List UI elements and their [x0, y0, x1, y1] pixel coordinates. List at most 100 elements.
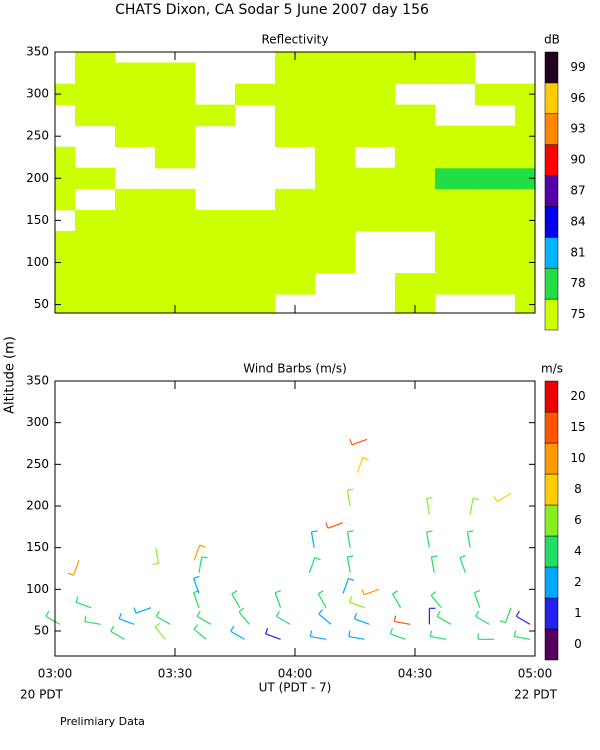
contour-cell — [514, 251, 536, 274]
contour-cell — [514, 167, 536, 190]
x-tick-label: 04:00 — [278, 667, 313, 681]
contour-cell — [114, 188, 156, 211]
contour-cell — [274, 188, 316, 211]
barb-feather — [325, 522, 329, 529]
barb-feather — [459, 555, 466, 559]
wind-barb — [390, 633, 406, 640]
contour-cell — [55, 273, 76, 295]
contour-cell — [274, 209, 316, 232]
contour-cell — [195, 230, 236, 253]
wind-barb — [198, 556, 203, 573]
contour-cell — [315, 209, 356, 232]
contour-cell — [274, 83, 316, 106]
y-tick-label: 300 — [26, 87, 49, 101]
wind-barb — [317, 593, 327, 608]
wind-barb — [110, 630, 125, 640]
contour-cell — [55, 83, 76, 106]
barb-feather — [311, 530, 318, 533]
contour-cell — [114, 104, 156, 127]
contour-cell — [154, 209, 196, 232]
wind-barb — [310, 635, 327, 640]
y-tick-label: 100 — [26, 255, 49, 269]
wind-barb — [274, 592, 282, 608]
page-title: CHATS Dixon, CA Sodar 5 June 2007 day 15… — [115, 2, 429, 18]
contour-cell — [354, 104, 396, 127]
wind-barb — [351, 438, 368, 446]
wind-barb — [154, 626, 166, 640]
wind-barb — [430, 635, 447, 640]
contour-cell — [114, 62, 156, 85]
contour-cell — [394, 167, 436, 190]
colorbar-box — [544, 267, 559, 300]
wind-barb — [84, 620, 101, 625]
wind-barb — [346, 556, 351, 573]
contour-cell — [394, 294, 436, 314]
wind-barb — [155, 547, 160, 564]
contour-cell — [154, 273, 196, 295]
contour-cell — [474, 83, 516, 106]
wind-barb — [327, 522, 344, 529]
wind-barb — [430, 595, 442, 609]
contour-cell — [435, 188, 476, 211]
contour-cell — [75, 294, 116, 314]
barb-feather — [493, 496, 498, 502]
colorbar-box — [544, 628, 559, 661]
contour-cell — [354, 125, 396, 148]
contour-cell — [114, 209, 156, 232]
contour-cell — [315, 104, 356, 127]
contour-cell — [315, 52, 356, 64]
contour-cell — [474, 125, 516, 148]
x-axis-label: UT (PDT - 7) — [259, 681, 332, 695]
contour-cell — [75, 167, 116, 190]
barb-feather — [196, 610, 201, 617]
colorbar-tick-label: 1 — [574, 606, 582, 620]
barb-feather — [314, 557, 321, 561]
contour-cell — [315, 188, 356, 211]
x-tick-label: 05:00 — [518, 667, 553, 681]
contour-cell — [394, 125, 436, 148]
contour-cell — [154, 294, 196, 314]
contour-cell — [114, 294, 156, 314]
colorbar-tick-label: 81 — [570, 245, 585, 259]
contour-cell — [114, 273, 156, 295]
contour-cell — [154, 251, 196, 274]
contour-cell — [435, 167, 476, 190]
contour-cell — [274, 104, 316, 127]
wind-barb — [354, 618, 370, 625]
barb-feather — [154, 622, 161, 628]
y-tick-label: 350 — [26, 374, 49, 388]
contour-cell — [55, 188, 76, 211]
contour-cell — [474, 273, 516, 295]
colorbar-tick-label: 87 — [570, 184, 585, 198]
barb-feather — [118, 613, 122, 620]
colorbar-tick-label: 10 — [570, 451, 585, 465]
barb-feather — [231, 590, 238, 595]
colorbar-box — [544, 113, 559, 145]
contour-cell — [154, 104, 196, 127]
contour-cell — [435, 273, 476, 295]
contour-cell — [354, 188, 396, 211]
wind-barb — [426, 531, 430, 548]
colorbar-tick-label: 8 — [574, 482, 582, 496]
barb-feather — [472, 497, 479, 501]
wind-barb — [308, 557, 316, 573]
colorbar-tick-label: 4 — [574, 544, 582, 558]
contour-cell — [315, 83, 356, 106]
colorbar-box — [544, 535, 559, 568]
contour-cell — [114, 230, 156, 253]
barb-feather — [349, 438, 353, 446]
wind-barb — [504, 607, 512, 623]
contour-cell — [114, 83, 156, 106]
wind-barb — [75, 601, 92, 609]
colorbar-box — [544, 504, 559, 537]
barb-feather — [474, 590, 481, 594]
chart-title: Wind Barbs (m/s) — [243, 362, 347, 376]
barb-feather — [84, 615, 87, 622]
contour-cell — [435, 230, 476, 253]
wind-barb — [392, 593, 402, 608]
contour-cell — [315, 230, 356, 253]
wind-barb — [394, 620, 411, 625]
contour-cell — [195, 104, 236, 127]
contour-cell — [435, 52, 476, 64]
contour-cell — [75, 230, 116, 253]
